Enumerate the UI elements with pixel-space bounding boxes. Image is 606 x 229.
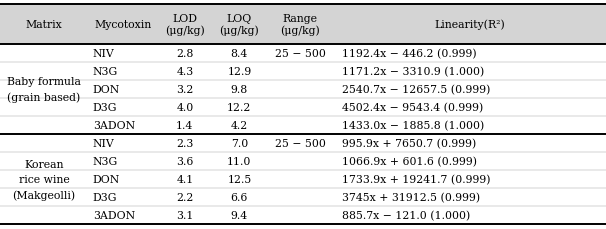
Text: 25 − 500: 25 − 500 xyxy=(275,49,325,59)
Text: 2.8: 2.8 xyxy=(176,49,193,59)
Text: 885.7x − 121.0 (1.000): 885.7x − 121.0 (1.000) xyxy=(342,210,471,221)
Text: 1066.9x + 601.6 (0.999): 1066.9x + 601.6 (0.999) xyxy=(342,156,478,167)
Text: 3.2: 3.2 xyxy=(176,85,193,95)
Text: Korean
rice wine
(Makgeolli): Korean rice wine (Makgeolli) xyxy=(12,159,76,200)
Text: N3G: N3G xyxy=(93,67,118,76)
Text: 9.4: 9.4 xyxy=(231,210,248,220)
Text: Linearity(R²): Linearity(R²) xyxy=(435,19,505,30)
Text: 2.3: 2.3 xyxy=(176,139,193,148)
Text: 4.3: 4.3 xyxy=(176,67,193,76)
Text: 11.0: 11.0 xyxy=(227,157,251,166)
Text: 4.0: 4.0 xyxy=(176,103,193,112)
Text: 4.2: 4.2 xyxy=(231,121,248,131)
Text: 1.4: 1.4 xyxy=(176,121,193,131)
Text: 12.2: 12.2 xyxy=(227,103,251,112)
Text: DON: DON xyxy=(93,174,120,184)
Text: 995.9x + 7650.7 (0.999): 995.9x + 7650.7 (0.999) xyxy=(342,138,477,149)
Text: 12.5: 12.5 xyxy=(227,174,251,184)
Text: 3ADON: 3ADON xyxy=(93,210,135,220)
Text: 2540.7x − 12657.5 (0.999): 2540.7x − 12657.5 (0.999) xyxy=(342,85,491,95)
Text: LOQ
(μg/kg): LOQ (μg/kg) xyxy=(219,14,259,36)
Text: D3G: D3G xyxy=(93,193,117,202)
Text: Mycotoxin: Mycotoxin xyxy=(94,20,152,30)
Text: 9.8: 9.8 xyxy=(231,85,248,95)
Text: 1433.0x − 1885.8 (1.000): 1433.0x − 1885.8 (1.000) xyxy=(342,120,485,131)
Text: Range
(μg/kg): Range (μg/kg) xyxy=(280,14,320,36)
Text: 25 − 500: 25 − 500 xyxy=(275,139,325,148)
Bar xyxy=(0,5,606,45)
Text: D3G: D3G xyxy=(93,103,117,112)
Text: NIV: NIV xyxy=(93,139,115,148)
Text: 8.4: 8.4 xyxy=(231,49,248,59)
Text: DON: DON xyxy=(93,85,120,95)
Text: 1171.2x − 3310.9 (1.000): 1171.2x − 3310.9 (1.000) xyxy=(342,66,485,77)
Text: 7.0: 7.0 xyxy=(231,139,248,148)
Text: Baby formula
(grain based): Baby formula (grain based) xyxy=(7,77,81,102)
Text: 1733.9x + 19241.7 (0.999): 1733.9x + 19241.7 (0.999) xyxy=(342,174,491,185)
Text: 4502.4x − 9543.4 (0.999): 4502.4x − 9543.4 (0.999) xyxy=(342,102,484,113)
Text: Matrix: Matrix xyxy=(25,20,62,30)
Text: 1192.4x − 446.2 (0.999): 1192.4x − 446.2 (0.999) xyxy=(342,49,477,59)
Text: 12.9: 12.9 xyxy=(227,67,251,76)
Text: 2.2: 2.2 xyxy=(176,193,193,202)
Text: NIV: NIV xyxy=(93,49,115,59)
Text: 3.6: 3.6 xyxy=(176,157,193,166)
Text: N3G: N3G xyxy=(93,157,118,166)
Text: 3745x + 31912.5 (0.999): 3745x + 31912.5 (0.999) xyxy=(342,192,481,203)
Text: LOD
(μg/kg): LOD (μg/kg) xyxy=(165,14,205,36)
Text: 3ADON: 3ADON xyxy=(93,121,135,131)
Text: 6.6: 6.6 xyxy=(231,193,248,202)
Text: 4.1: 4.1 xyxy=(176,174,193,184)
Text: 3.1: 3.1 xyxy=(176,210,193,220)
